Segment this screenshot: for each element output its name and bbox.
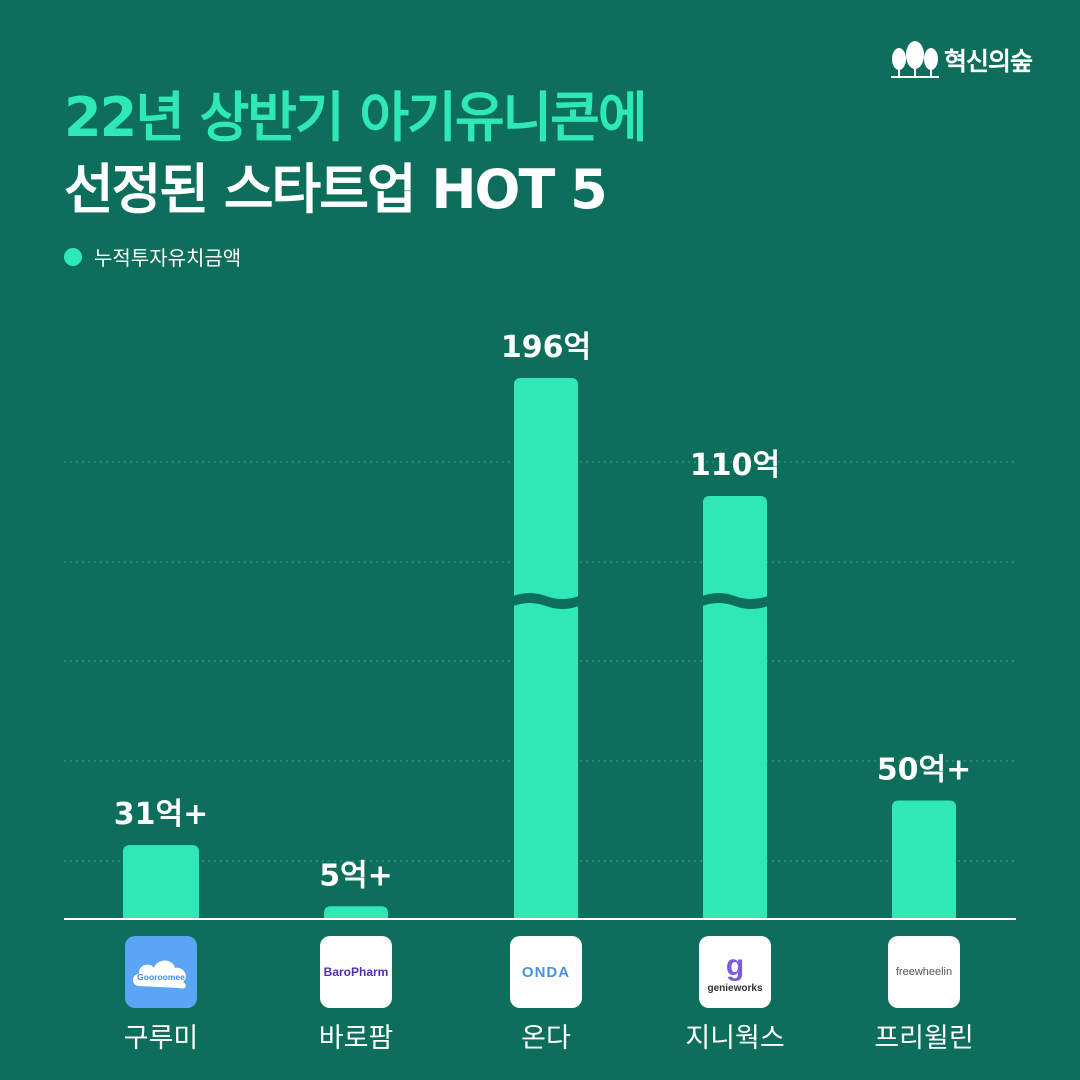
- logo-barofarm-text: BaroPharm: [323, 965, 389, 979]
- title-line-2: 선정된 스타트업 HOT 5: [64, 158, 608, 221]
- logo-genieworks: g genieworks: [699, 936, 771, 1008]
- x-axis-baseline: [64, 918, 1016, 920]
- category-label: 구루미: [123, 1023, 199, 1054]
- category-label: 온다: [521, 1023, 571, 1054]
- genieworks-glyph: g: [725, 948, 745, 982]
- bar: [123, 845, 199, 920]
- forest-icon: [891, 41, 939, 78]
- value-label: 50억+: [877, 753, 972, 788]
- legend-dot: [64, 247, 82, 266]
- brand-name: 혁신의숲: [944, 47, 1033, 76]
- logo-freewheelin: freewheelin: [888, 936, 960, 1008]
- category-label: 지니웍스: [685, 1023, 785, 1054]
- brand-logo: 혁신의숲: [890, 38, 1050, 82]
- value-label: 5억+: [319, 858, 393, 893]
- bar-chart: 31억+ 5억+ 196억 110억 50억+: [64, 330, 1016, 920]
- category-label: 바로팜: [318, 1023, 394, 1054]
- value-label: 196억: [501, 330, 591, 365]
- bar: [514, 378, 578, 920]
- category-label: 프리윌린: [874, 1023, 974, 1054]
- value-label: 31억+: [114, 797, 209, 832]
- bar: [324, 906, 388, 920]
- legend-label: 누적투자유치금액: [94, 246, 242, 270]
- logo-freewheelin-text: freewheelin: [895, 966, 953, 978]
- logo-onda-text: ONDA: [521, 963, 571, 981]
- bar: [703, 496, 767, 920]
- axis-break-mark: [513, 593, 579, 609]
- logo-barofarm: BaroPharm: [320, 936, 392, 1008]
- axis-break-mark: [702, 593, 768, 609]
- logo-gooroomee: Gooroomee: [125, 936, 197, 1008]
- page-title: 22년 상반기 아기유니콘에 선정된 스타트업 HOT 5: [64, 82, 648, 226]
- logo-genieworks-text: genieworks: [707, 982, 763, 994]
- logo-gooroomee-text: Gooroomee: [137, 972, 185, 982]
- value-label: 110억: [690, 448, 780, 483]
- chart-legend: 누적투자유치금액: [64, 242, 241, 271]
- cloud-icon: Gooroomee: [133, 960, 186, 989]
- bar: [892, 800, 956, 920]
- logo-onda: ONDA: [510, 936, 582, 1008]
- title-line-1: 22년 상반기 아기유니콘에: [64, 86, 648, 149]
